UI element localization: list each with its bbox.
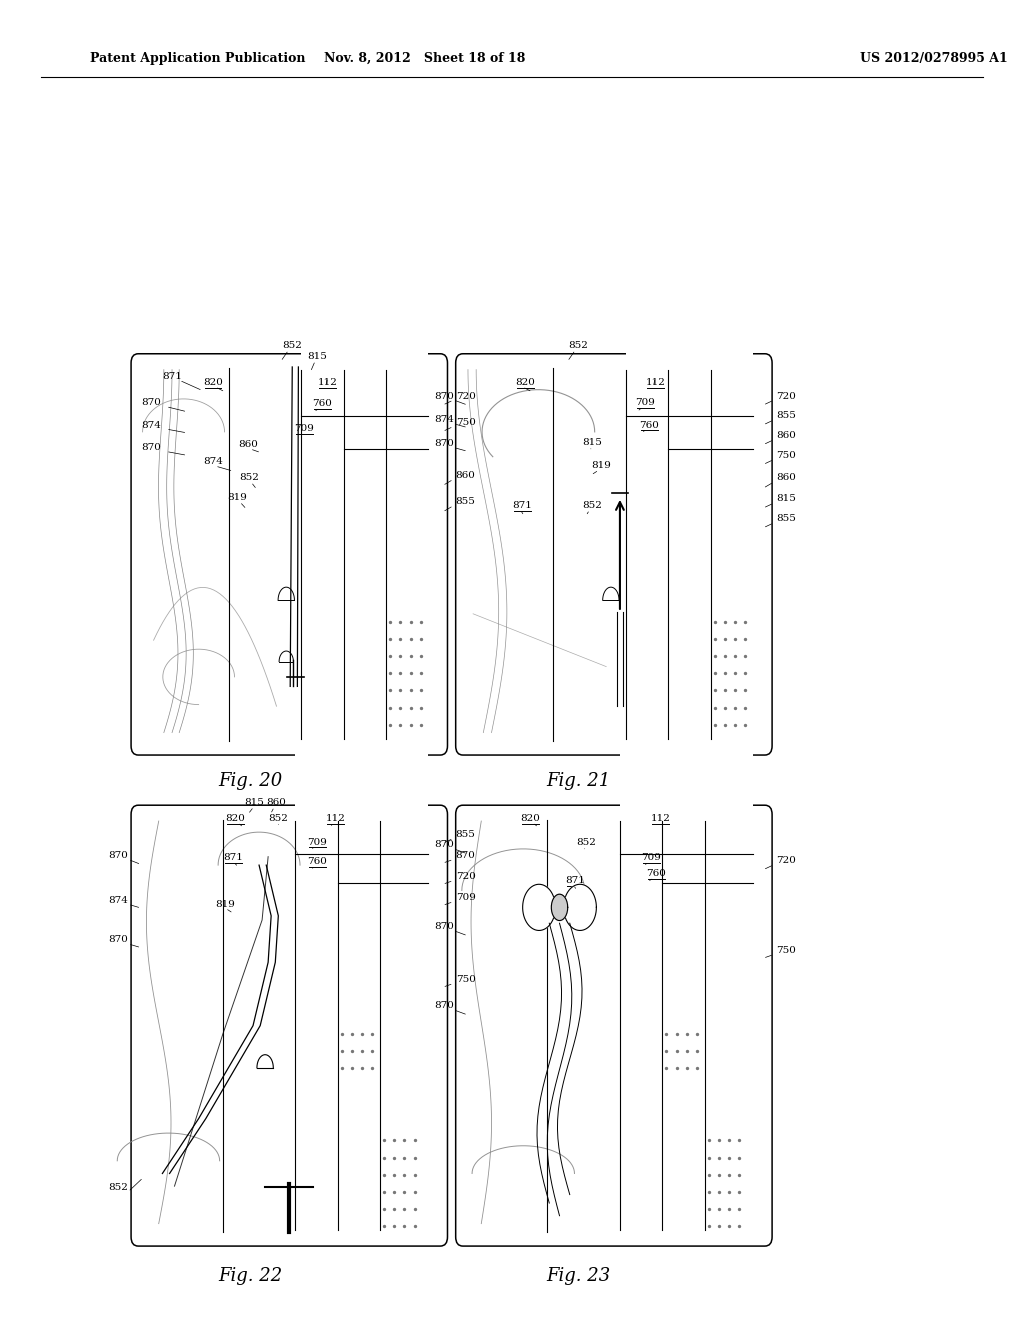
Text: 112: 112 bbox=[326, 814, 346, 822]
Text: 870: 870 bbox=[434, 1002, 454, 1010]
Text: 750: 750 bbox=[456, 418, 475, 426]
FancyBboxPatch shape bbox=[131, 354, 447, 755]
Text: 855: 855 bbox=[456, 498, 475, 506]
Text: 820: 820 bbox=[225, 814, 246, 822]
Text: 815: 815 bbox=[582, 438, 602, 446]
Text: 760: 760 bbox=[639, 421, 659, 429]
Text: 855: 855 bbox=[776, 412, 796, 420]
Text: 871: 871 bbox=[162, 372, 182, 380]
Text: 760: 760 bbox=[307, 858, 328, 866]
Text: 815: 815 bbox=[244, 799, 264, 807]
Bar bbox=[338, 529, 428, 883]
Bar bbox=[284, 370, 428, 739]
Text: 860: 860 bbox=[776, 474, 796, 482]
Text: 815: 815 bbox=[307, 352, 328, 360]
FancyBboxPatch shape bbox=[456, 805, 772, 1246]
Text: 874: 874 bbox=[203, 458, 223, 466]
Text: Fig. 22: Fig. 22 bbox=[219, 1267, 283, 1286]
Text: 852: 852 bbox=[268, 814, 289, 822]
Text: 874: 874 bbox=[434, 416, 454, 424]
Text: 820: 820 bbox=[203, 379, 223, 387]
Text: 870: 870 bbox=[434, 392, 454, 400]
Text: 870: 870 bbox=[141, 399, 162, 407]
Bar bbox=[142, 820, 278, 1232]
Text: 870: 870 bbox=[109, 851, 128, 859]
Bar bbox=[301, 86, 344, 416]
Bar bbox=[295, 471, 338, 854]
Text: 871: 871 bbox=[512, 502, 532, 510]
Text: 820: 820 bbox=[515, 379, 536, 387]
Text: 870: 870 bbox=[141, 444, 162, 451]
Text: 709: 709 bbox=[641, 854, 662, 862]
Text: Fig. 21: Fig. 21 bbox=[547, 772, 610, 791]
Text: 855: 855 bbox=[776, 515, 796, 523]
Polygon shape bbox=[551, 894, 567, 920]
Text: 720: 720 bbox=[456, 392, 475, 400]
Text: 860: 860 bbox=[266, 799, 287, 807]
Text: Nov. 8, 2012   Sheet 18 of 18: Nov. 8, 2012 Sheet 18 of 18 bbox=[325, 51, 525, 65]
Bar bbox=[620, 471, 663, 854]
FancyBboxPatch shape bbox=[456, 354, 772, 755]
Text: 874: 874 bbox=[109, 896, 128, 904]
Text: 860: 860 bbox=[456, 471, 475, 479]
Text: 750: 750 bbox=[776, 946, 796, 954]
Text: 871: 871 bbox=[223, 854, 244, 862]
Polygon shape bbox=[563, 884, 596, 931]
Text: Fig. 20: Fig. 20 bbox=[219, 772, 283, 791]
Text: 852: 852 bbox=[282, 342, 302, 350]
Text: 870: 870 bbox=[434, 923, 454, 931]
Text: 709: 709 bbox=[307, 838, 328, 846]
Text: 750: 750 bbox=[776, 451, 796, 459]
Text: 750: 750 bbox=[456, 975, 475, 983]
FancyBboxPatch shape bbox=[131, 805, 447, 1246]
Text: 855: 855 bbox=[456, 830, 475, 838]
Bar bbox=[278, 821, 428, 1230]
Text: 852: 852 bbox=[109, 1184, 128, 1192]
Text: 720: 720 bbox=[456, 873, 475, 880]
Text: 709: 709 bbox=[294, 425, 314, 433]
Text: 819: 819 bbox=[215, 900, 236, 908]
Text: 112: 112 bbox=[650, 814, 671, 822]
Text: 852: 852 bbox=[568, 342, 589, 350]
Text: 870: 870 bbox=[434, 841, 454, 849]
Text: 709: 709 bbox=[456, 894, 475, 902]
Text: 709: 709 bbox=[635, 399, 655, 407]
Text: 870: 870 bbox=[109, 936, 128, 944]
Text: 720: 720 bbox=[776, 392, 796, 400]
Bar bbox=[467, 820, 602, 1232]
Text: 112: 112 bbox=[645, 379, 666, 387]
Bar bbox=[663, 529, 753, 883]
Text: 720: 720 bbox=[776, 857, 796, 865]
Text: 870: 870 bbox=[456, 851, 475, 859]
Text: 112: 112 bbox=[317, 379, 338, 387]
Text: 852: 852 bbox=[239, 474, 259, 482]
Bar bbox=[344, 152, 428, 449]
Polygon shape bbox=[522, 884, 555, 931]
Text: 871: 871 bbox=[565, 876, 586, 884]
Text: 815: 815 bbox=[776, 495, 796, 503]
Bar bbox=[142, 368, 284, 741]
Text: 860: 860 bbox=[238, 441, 258, 449]
Text: Fig. 23: Fig. 23 bbox=[547, 1267, 610, 1286]
Text: 760: 760 bbox=[646, 870, 667, 878]
Text: Patent Application Publication: Patent Application Publication bbox=[90, 51, 305, 65]
Text: US 2012/0278995 A1: US 2012/0278995 A1 bbox=[860, 51, 1008, 65]
Text: 819: 819 bbox=[227, 494, 248, 502]
Bar bbox=[626, 86, 669, 416]
Bar bbox=[602, 821, 753, 1230]
Text: 860: 860 bbox=[776, 432, 796, 440]
Bar bbox=[669, 152, 753, 449]
Text: 760: 760 bbox=[312, 400, 333, 408]
Text: 819: 819 bbox=[591, 462, 611, 470]
Text: 852: 852 bbox=[582, 502, 602, 510]
Bar bbox=[467, 368, 608, 741]
Text: 870: 870 bbox=[434, 440, 454, 447]
Text: 874: 874 bbox=[141, 421, 162, 429]
Text: 820: 820 bbox=[520, 814, 541, 822]
Text: 852: 852 bbox=[575, 838, 596, 846]
Bar bbox=[608, 370, 753, 739]
